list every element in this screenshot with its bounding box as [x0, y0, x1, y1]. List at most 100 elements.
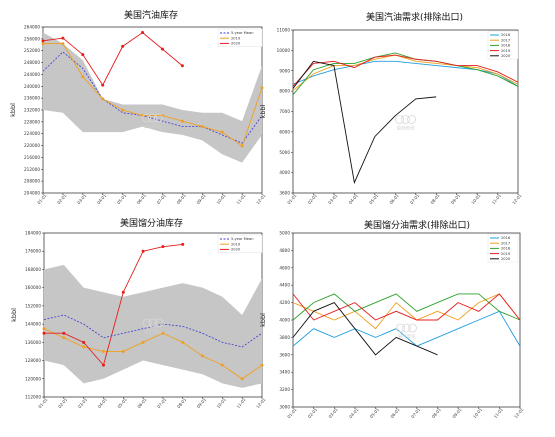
y-tick-label: 120000 — [25, 376, 41, 381]
series-point — [101, 97, 105, 101]
x-tick-label: 03-01 — [76, 193, 88, 205]
legend-label: 2017 — [501, 38, 510, 42]
x-tick-label: 07-01 — [409, 193, 421, 205]
series-line-2 — [44, 243, 183, 367]
series-point — [101, 363, 105, 367]
y-tick-label: 3600 — [279, 191, 290, 196]
x-tick-label: 10-01 — [470, 193, 482, 205]
series-line-2 — [42, 31, 183, 86]
y-tick-label: 5000 — [279, 231, 290, 236]
series-point — [180, 119, 184, 123]
y-tick-label: 236000 — [24, 96, 40, 101]
y-tick-label: 7000 — [279, 109, 290, 114]
series-line-3 — [292, 293, 521, 321]
y-tick-label: 10000 — [277, 48, 291, 53]
watermark-text: 卓创资讯 — [397, 125, 415, 132]
x-tick-label: 06-01 — [136, 397, 148, 409]
y-tick-label: 220000 — [24, 143, 40, 148]
legend-label: 2019 — [231, 242, 241, 246]
y-tick-label: 152000 — [25, 303, 41, 308]
y-tick-label: 3800 — [279, 335, 290, 340]
y-tick-label: 228000 — [24, 119, 40, 124]
x-tick-label: 03-01 — [327, 407, 339, 419]
x-tick-label: 02-01 — [307, 193, 319, 205]
chart-gasoline-inventory: 美国汽油库存 — [0, 0, 275, 205]
y-tick-label: 240000 — [24, 84, 40, 89]
legend-label: 2017 — [501, 241, 510, 245]
watermark-text: 卓创资讯 — [144, 123, 162, 130]
legend-label: 2019 — [501, 252, 511, 256]
y-tick-label: 212000 — [24, 167, 40, 172]
series-point — [42, 331, 46, 335]
y-axis-label: kbbl — [9, 103, 17, 117]
series-point — [61, 36, 65, 40]
series-point — [240, 377, 244, 381]
series-line-1 — [43, 328, 263, 380]
x-tick-label: 07-01 — [410, 407, 422, 419]
x-tick-label: 05-01 — [116, 397, 128, 409]
y-tick-label: 4400 — [279, 283, 290, 288]
series-point — [101, 349, 105, 353]
series-point — [81, 53, 85, 57]
series-point — [61, 42, 65, 46]
y-tick-label: 8000 — [279, 89, 290, 94]
x-tick-label: 06-01 — [136, 193, 148, 205]
series-line-0 — [292, 60, 519, 87]
y-tick-label: 4800 — [279, 248, 290, 253]
x-tick-label: 12-01 — [513, 407, 525, 419]
y-tick-label: 9000 — [279, 68, 290, 73]
watermark-logo — [154, 113, 163, 123]
series-point — [260, 86, 264, 90]
legend-label: 2016 — [501, 33, 511, 37]
legend-label: 2018 — [501, 44, 511, 48]
series-point — [62, 331, 66, 335]
x-tick-label: 12-01 — [255, 397, 267, 409]
x-tick-label: 05-01 — [369, 407, 381, 419]
y-tick-label: 248000 — [24, 60, 40, 65]
series-point — [161, 331, 165, 335]
y-tick-label: 160000 — [25, 285, 41, 290]
plot-frame — [292, 29, 519, 194]
series-point — [62, 336, 66, 340]
y-tick-label: 11000 — [277, 28, 291, 33]
series-point — [101, 83, 105, 87]
series-point — [41, 42, 45, 46]
series-point — [220, 130, 224, 134]
series-line-3 — [292, 54, 519, 87]
y-tick-label: 216000 — [24, 155, 40, 160]
x-tick-label: 02-01 — [307, 407, 319, 419]
x-tick-label: 09-01 — [195, 193, 207, 205]
y-tick-label: 168000 — [25, 267, 41, 272]
legend-label: 5-year Mean — [231, 237, 253, 241]
series-line-4 — [292, 302, 438, 356]
chart-distillate-demand: 美国馏分油需求(排除出口) — [278, 210, 555, 437]
x-tick-label: 04-01 — [348, 193, 360, 205]
series-point — [121, 349, 125, 353]
series-point — [201, 354, 205, 358]
x-tick-label: 06-01 — [389, 407, 401, 419]
series-point — [41, 39, 45, 43]
x-tick-label: 01-01 — [286, 407, 298, 419]
y-tick-label: 3600 — [279, 352, 290, 357]
y-tick-label: 4600 — [279, 265, 290, 270]
watermark-logo — [401, 115, 410, 124]
series-point — [260, 363, 264, 367]
y-tick-label: 224000 — [24, 131, 40, 136]
x-tick-label: 10-01 — [215, 193, 227, 205]
series-point — [141, 340, 145, 344]
x-tick-label: 09-01 — [450, 193, 462, 205]
x-tick-label: 01-01 — [36, 193, 48, 205]
x-tick-label: 02-01 — [56, 193, 68, 205]
y-tick-label: 144000 — [25, 322, 41, 327]
range-band — [43, 32, 262, 163]
series-point — [141, 249, 145, 253]
x-tick-label: 07-01 — [156, 193, 168, 205]
chart-title: 美国汽油库存 — [124, 11, 179, 21]
x-tick-label: 08-01 — [429, 193, 441, 205]
x-tick-label: 01-01 — [286, 193, 298, 205]
legend-label: 2016 — [501, 236, 511, 240]
y-tick-label: 3400 — [279, 370, 290, 375]
plot-panel-3: 5000 4800 4600 4400 4200 4000 3800 3600 3400 3200… — [259, 231, 525, 420]
